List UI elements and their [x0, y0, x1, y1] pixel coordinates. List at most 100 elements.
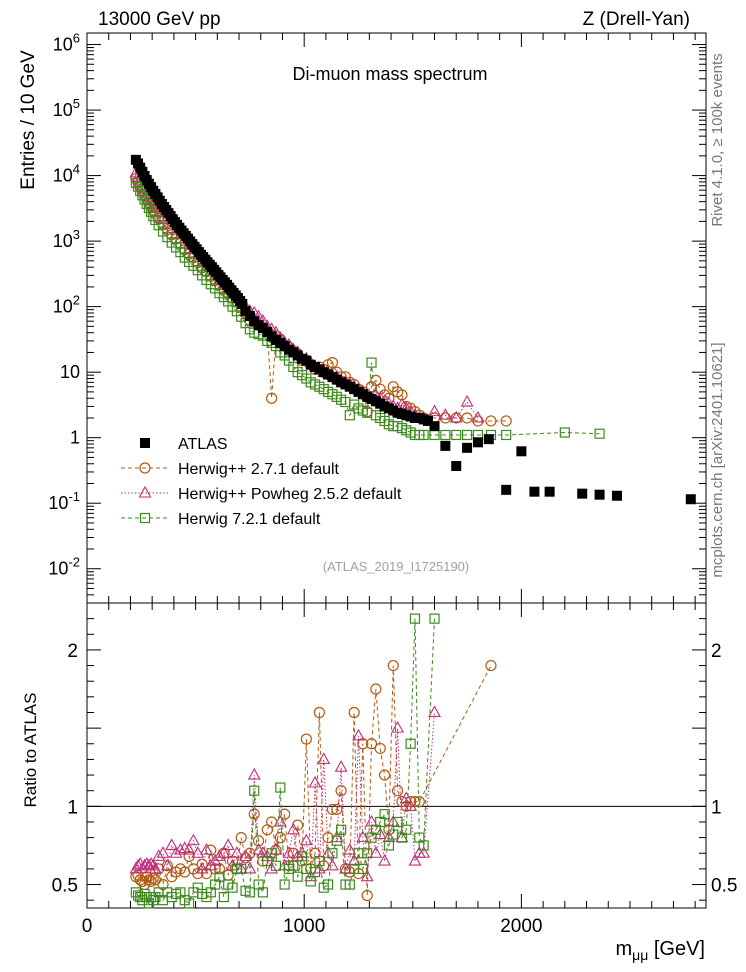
ratio-point	[344, 879, 355, 890]
ratio-point	[286, 822, 300, 835]
ratio-point	[249, 785, 260, 796]
y-tick-label: 106	[53, 31, 80, 55]
ratio-point	[217, 846, 231, 858]
data-point	[461, 412, 473, 424]
legend: ATLAS Herwig++ 2.7.1 default Herwig++ Powh…	[121, 436, 402, 528]
ratio-point	[305, 876, 316, 887]
ratio-panel: Ratio to ATLAS 0.5 0.5 1 1 2 2 0 1000 2000 mμμ […	[21, 602, 737, 963]
legend-entry: Herwig++ Powheg 2.5.2 default	[121, 485, 402, 503]
ratio-point	[361, 889, 373, 902]
main-y-axis-label: Entries / 10 GeV	[18, 50, 39, 190]
ratio-point	[360, 869, 374, 882]
legend-entry: ATLAS	[140, 436, 228, 453]
data-point	[266, 392, 278, 404]
data-point	[150, 214, 161, 226]
ratio-point	[373, 827, 387, 840]
legend-marker	[139, 512, 151, 524]
y-tick-label: 10-1	[48, 489, 80, 513]
legend-entry: Herwig 7.2.1 default	[121, 511, 321, 528]
data-point	[237, 298, 248, 309]
ratio-point	[325, 858, 339, 871]
data-point	[501, 429, 512, 441]
ratio-point	[243, 861, 257, 874]
data-point	[451, 460, 462, 471]
ratio-point	[313, 706, 325, 719]
ratio-point	[270, 860, 282, 871]
collision-energy-label: 13000 GeV pp	[98, 9, 221, 30]
ratio-point	[165, 838, 179, 850]
ratio-point	[309, 866, 321, 878]
process-label: Z (Drell-Yan)	[583, 9, 690, 30]
ratio-point	[213, 849, 226, 861]
ratio-point	[300, 733, 312, 745]
ratio-series	[129, 613, 497, 909]
ratio-point	[317, 752, 331, 764]
ratio-point	[230, 846, 244, 858]
ratio-point	[356, 830, 370, 843]
ratio-point	[275, 782, 286, 793]
x-axis-label: mμμ [GeV]	[615, 938, 705, 963]
ratio-point	[336, 824, 347, 835]
x-tick-label: 1000	[283, 916, 325, 937]
data-point	[422, 415, 433, 426]
ratio-point	[205, 844, 217, 856]
data-point	[577, 488, 588, 499]
y-tick-label: 103	[53, 227, 80, 251]
data-point	[544, 486, 555, 497]
data-point	[418, 429, 429, 441]
ratio-point	[405, 738, 416, 749]
ratio-point	[191, 846, 205, 858]
ratio-point	[160, 858, 174, 871]
data-point	[440, 440, 451, 451]
ratio-point	[409, 613, 421, 624]
main-series	[129, 154, 696, 505]
series-atlas	[130, 154, 696, 505]
ratio-point	[299, 833, 313, 846]
analysis-id-watermark: (ATLAS_2019_I1725190)	[323, 559, 469, 574]
legend-marker	[140, 438, 150, 448]
ratio-point	[334, 760, 348, 772]
data-point	[326, 356, 339, 369]
ratio-point	[186, 833, 200, 846]
ratio-point	[257, 887, 269, 898]
y-tick-label: 10-2	[48, 555, 80, 579]
ratio-axes: 0.5 0.5 1 1 2 2 0 1000 2000	[52, 602, 737, 937]
legend-marker	[139, 462, 151, 474]
ratio-point	[408, 853, 422, 866]
ratio-point	[369, 846, 383, 858]
ratio-point	[417, 846, 431, 858]
ratio-point	[192, 867, 204, 880]
ratio-point	[327, 848, 338, 859]
ratio-point	[413, 796, 425, 808]
legend-marker	[138, 485, 152, 498]
series-line	[135, 172, 479, 419]
ratio-point	[279, 808, 291, 820]
data-point	[685, 494, 696, 505]
ratio-point	[218, 891, 229, 903]
ratio-point	[404, 799, 418, 811]
ratio-point	[265, 861, 279, 874]
ratio-point	[173, 842, 187, 855]
ratio-point	[144, 857, 158, 869]
ratio-point	[247, 767, 261, 780]
ratio-point	[418, 840, 429, 851]
ratio-y-tick-label-right: 1	[711, 797, 722, 818]
ratio-point	[401, 824, 412, 835]
ratio-point	[195, 861, 209, 874]
ratio-y-tick-label-right: 0.5	[711, 876, 737, 897]
ratio-point	[362, 848, 373, 859]
ratio-point	[183, 898, 195, 909]
ratio-y-tick-label-right: 2	[711, 641, 722, 662]
x-tick-label: 0	[82, 916, 93, 937]
data-point	[396, 389, 408, 401]
ratio-y-axis-label: Ratio to ATLAS	[21, 693, 40, 808]
main-panel-title: Di-muon mass spectrum	[292, 64, 487, 84]
ratio-point	[378, 853, 391, 866]
ratio-point	[347, 853, 361, 866]
ratio-series-herwig-7-2-1-default	[130, 613, 440, 909]
data-point	[428, 404, 441, 417]
ratio-point	[365, 738, 378, 750]
ratio-point	[252, 835, 265, 847]
ratio-y-tick-label: 1	[67, 797, 78, 818]
ratio-point	[314, 855, 325, 867]
